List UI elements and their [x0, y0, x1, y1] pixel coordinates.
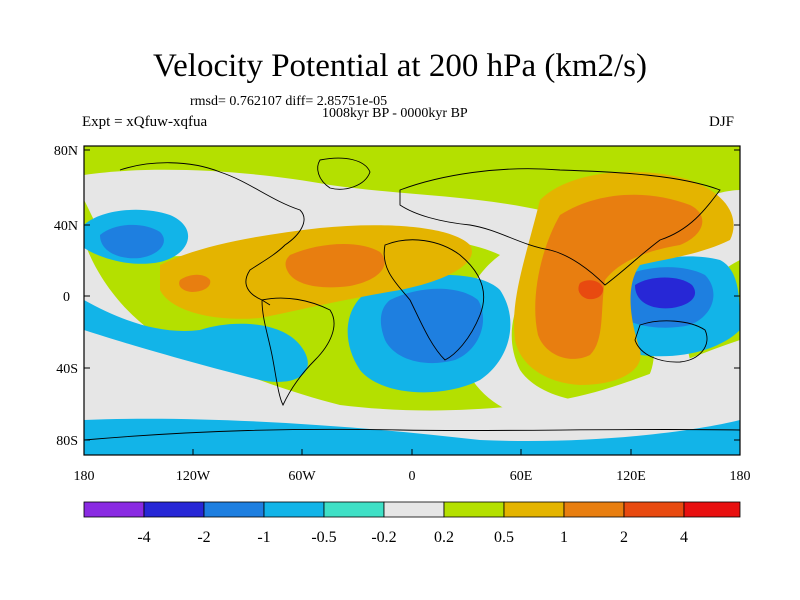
band-1-2	[179, 194, 703, 359]
coast-antarctica	[84, 428, 740, 441]
colorbar-label-0.2: 0.2	[434, 529, 454, 546]
coast-australia	[634, 320, 708, 363]
colorbar-label-1: 1	[560, 529, 568, 546]
lat-label-40n: 40N	[54, 219, 78, 234]
coast-south-america	[261, 297, 335, 407]
lon-label-0: 0	[409, 469, 416, 484]
colorbar-swatch-7	[503, 501, 565, 518]
season-label: DJF	[709, 114, 735, 130]
colorbar-label-neg1: -1	[257, 529, 270, 546]
coast-africa	[383, 239, 485, 361]
colorbar-swatch-8	[563, 501, 625, 518]
band-neg2-neg1	[635, 277, 696, 309]
coast-greenland	[317, 157, 371, 190]
lat-label-eq: 0	[63, 290, 70, 305]
lon-label-120w: 120W	[176, 469, 211, 484]
lat-label-80n: 80N	[54, 144, 78, 159]
colorbar-swatch-5	[383, 501, 445, 518]
colorbar-swatch-10	[683, 501, 741, 518]
lon-label-60w: 60W	[288, 469, 316, 484]
colorbar	[83, 501, 741, 518]
stats-line: rmsd= 0.762107 diff= 2.85751e-05	[190, 94, 388, 109]
colorbar-label-2: 2	[620, 529, 628, 546]
coastlines	[84, 157, 740, 441]
band-neg0.2-0.2-north	[84, 169, 740, 426]
lon-label-120e: 120E	[616, 469, 646, 484]
lat-label-40s: 40S	[56, 362, 78, 377]
colorbar-swatch-6	[443, 501, 505, 518]
lon-label-180w: 180	[74, 469, 95, 484]
contour-field	[84, 146, 740, 455]
coast-north-america	[119, 162, 305, 306]
colorbar-label-neg0.2: -0.2	[371, 529, 396, 546]
colorbar-label-neg4: -4	[137, 529, 150, 546]
colorbar-swatch-3	[263, 501, 325, 518]
colorbar-swatch-4	[323, 501, 385, 518]
colorbar-swatch-9	[623, 501, 685, 518]
lon-label-60e: 60E	[510, 469, 533, 484]
lat-label-80s: 80S	[56, 434, 78, 449]
colorbar-label-neg2: -2	[197, 529, 210, 546]
lon-label-180e: 180	[730, 469, 751, 484]
colorbar-swatch-1	[143, 501, 205, 518]
experiment-label: Expt = xQfuw-xqfua	[82, 114, 208, 130]
colorbar-swatch-2	[203, 501, 265, 518]
period-label: 1008kyr BP - 0000kyr BP	[322, 106, 468, 121]
colorbar-label-4: 4	[680, 529, 688, 546]
colorbar-label-neg0.5: -0.5	[311, 529, 336, 546]
colorbar-label-0.5: 0.5	[494, 529, 514, 546]
axis-ticks	[83, 149, 741, 455]
band-2-4	[578, 280, 604, 300]
colorbar-swatch-0	[83, 501, 145, 518]
plot-title: Velocity Potential at 200 hPa (km2/s)	[152, 48, 648, 84]
band-neg1-neg0.5	[100, 224, 714, 364]
coast-eurasia	[399, 168, 721, 286]
